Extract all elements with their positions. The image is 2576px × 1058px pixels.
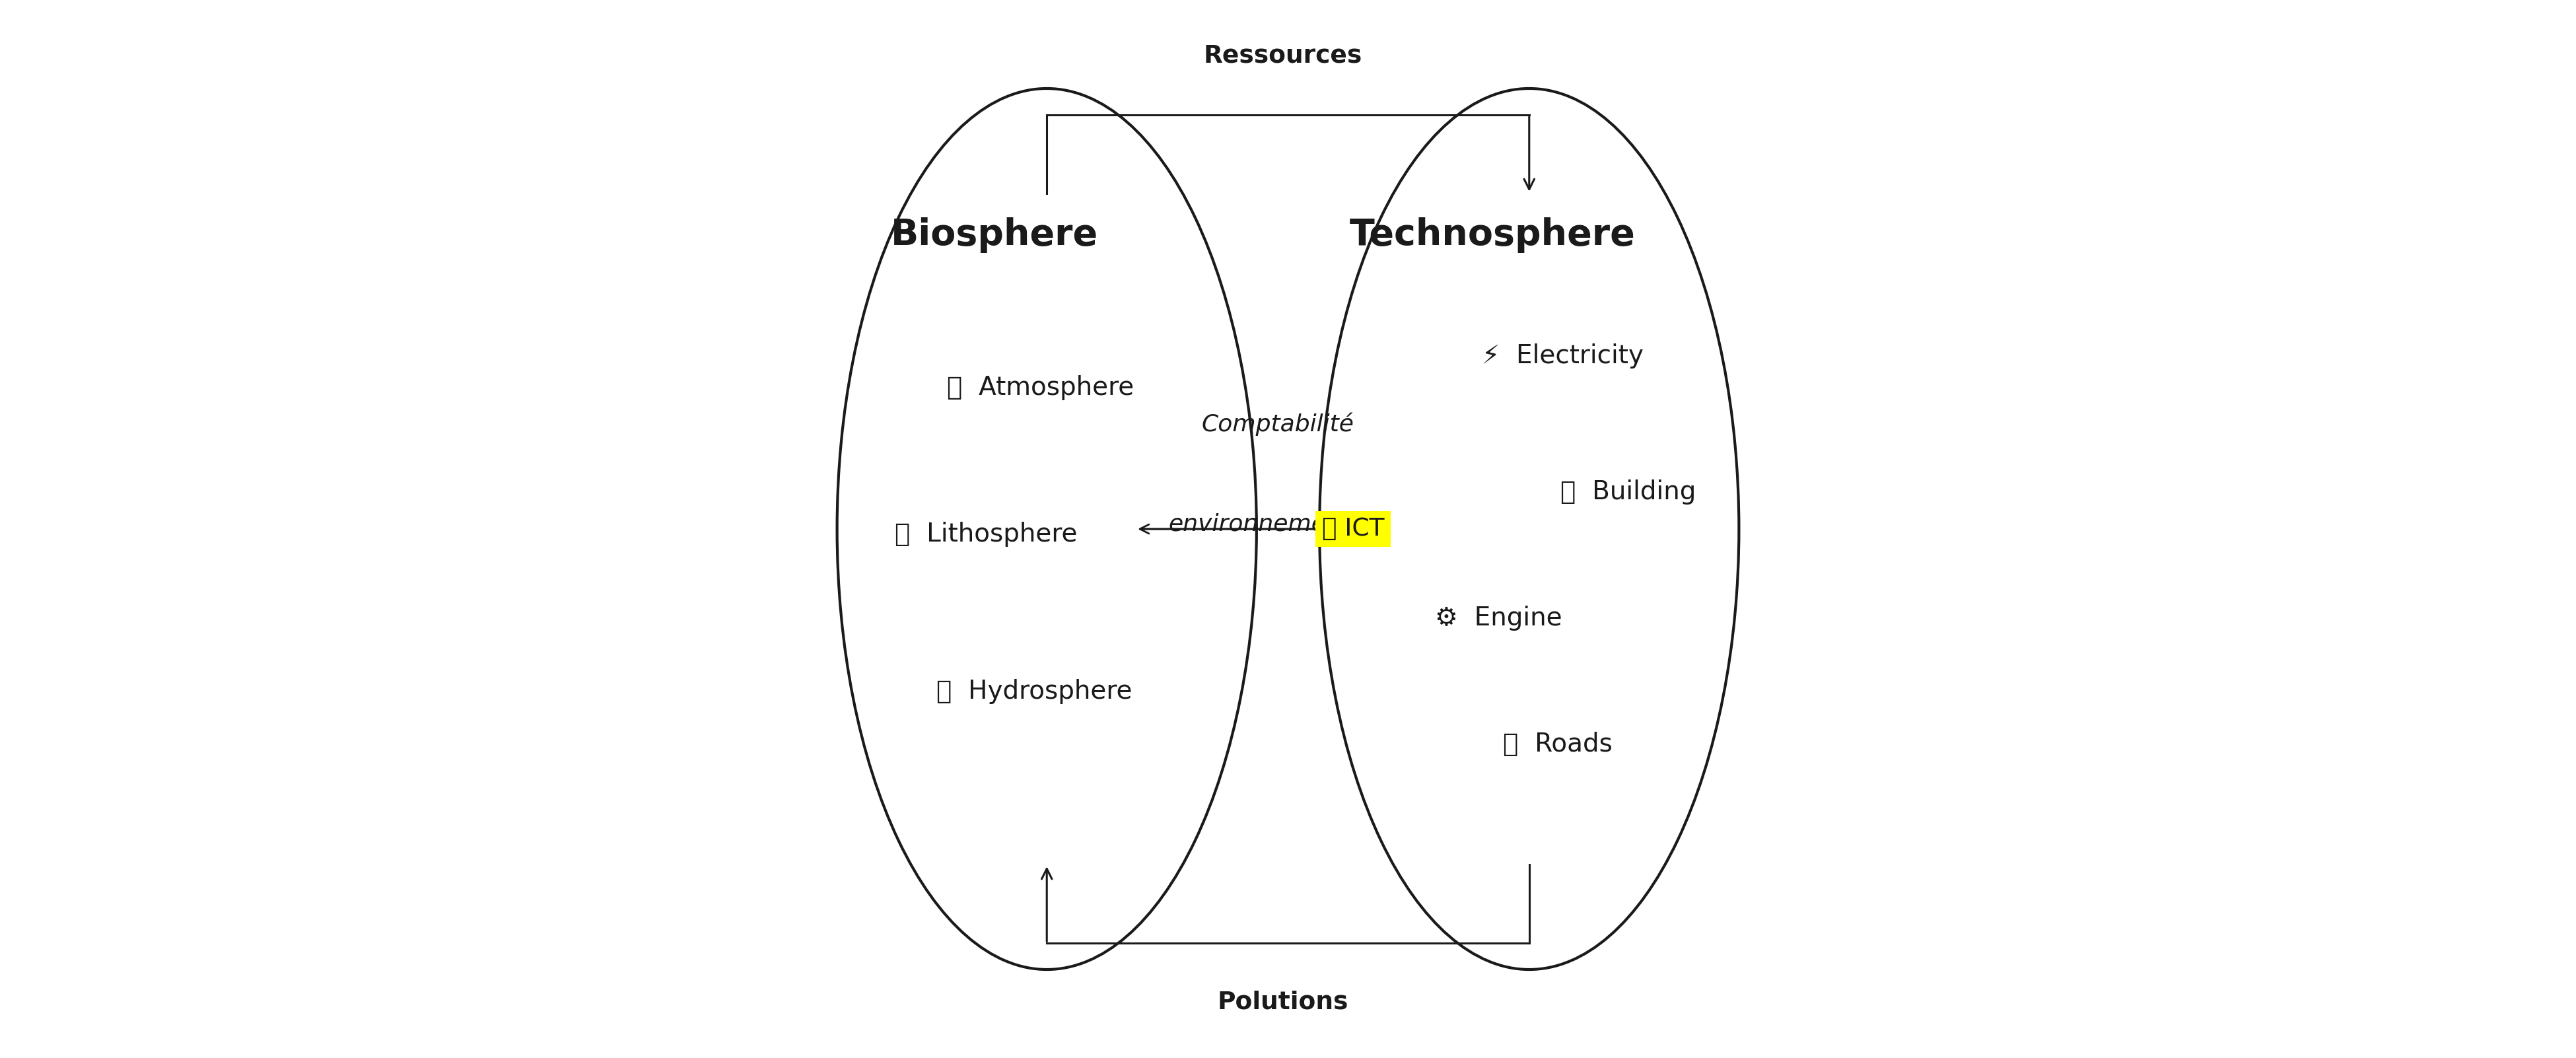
Text: 🏗  Building: 🏗 Building [1561,479,1695,505]
Text: 🛣  Roads: 🛣 Roads [1502,731,1613,756]
Text: Biosphere: Biosphere [891,218,1097,253]
Text: Technosphere: Technosphere [1350,218,1636,253]
Text: 🌊  Hydrosphere: 🌊 Hydrosphere [938,679,1133,705]
Text: Polutions: Polutions [1218,990,1347,1015]
Text: 💻 ICT: 💻 ICT [1321,517,1383,541]
Text: Comptabilité: Comptabilité [1200,413,1355,436]
Text: 🌵  Lithosphere: 🌵 Lithosphere [894,522,1077,547]
Text: environnementale: environnementale [1170,512,1386,535]
Text: Ressources: Ressources [1203,43,1363,68]
Text: 📍  Atmosphere: 📍 Atmosphere [948,375,1133,400]
Text: ⚙  Engine: ⚙ Engine [1435,605,1561,631]
Text: ⚡  Electricity: ⚡ Electricity [1481,344,1643,368]
